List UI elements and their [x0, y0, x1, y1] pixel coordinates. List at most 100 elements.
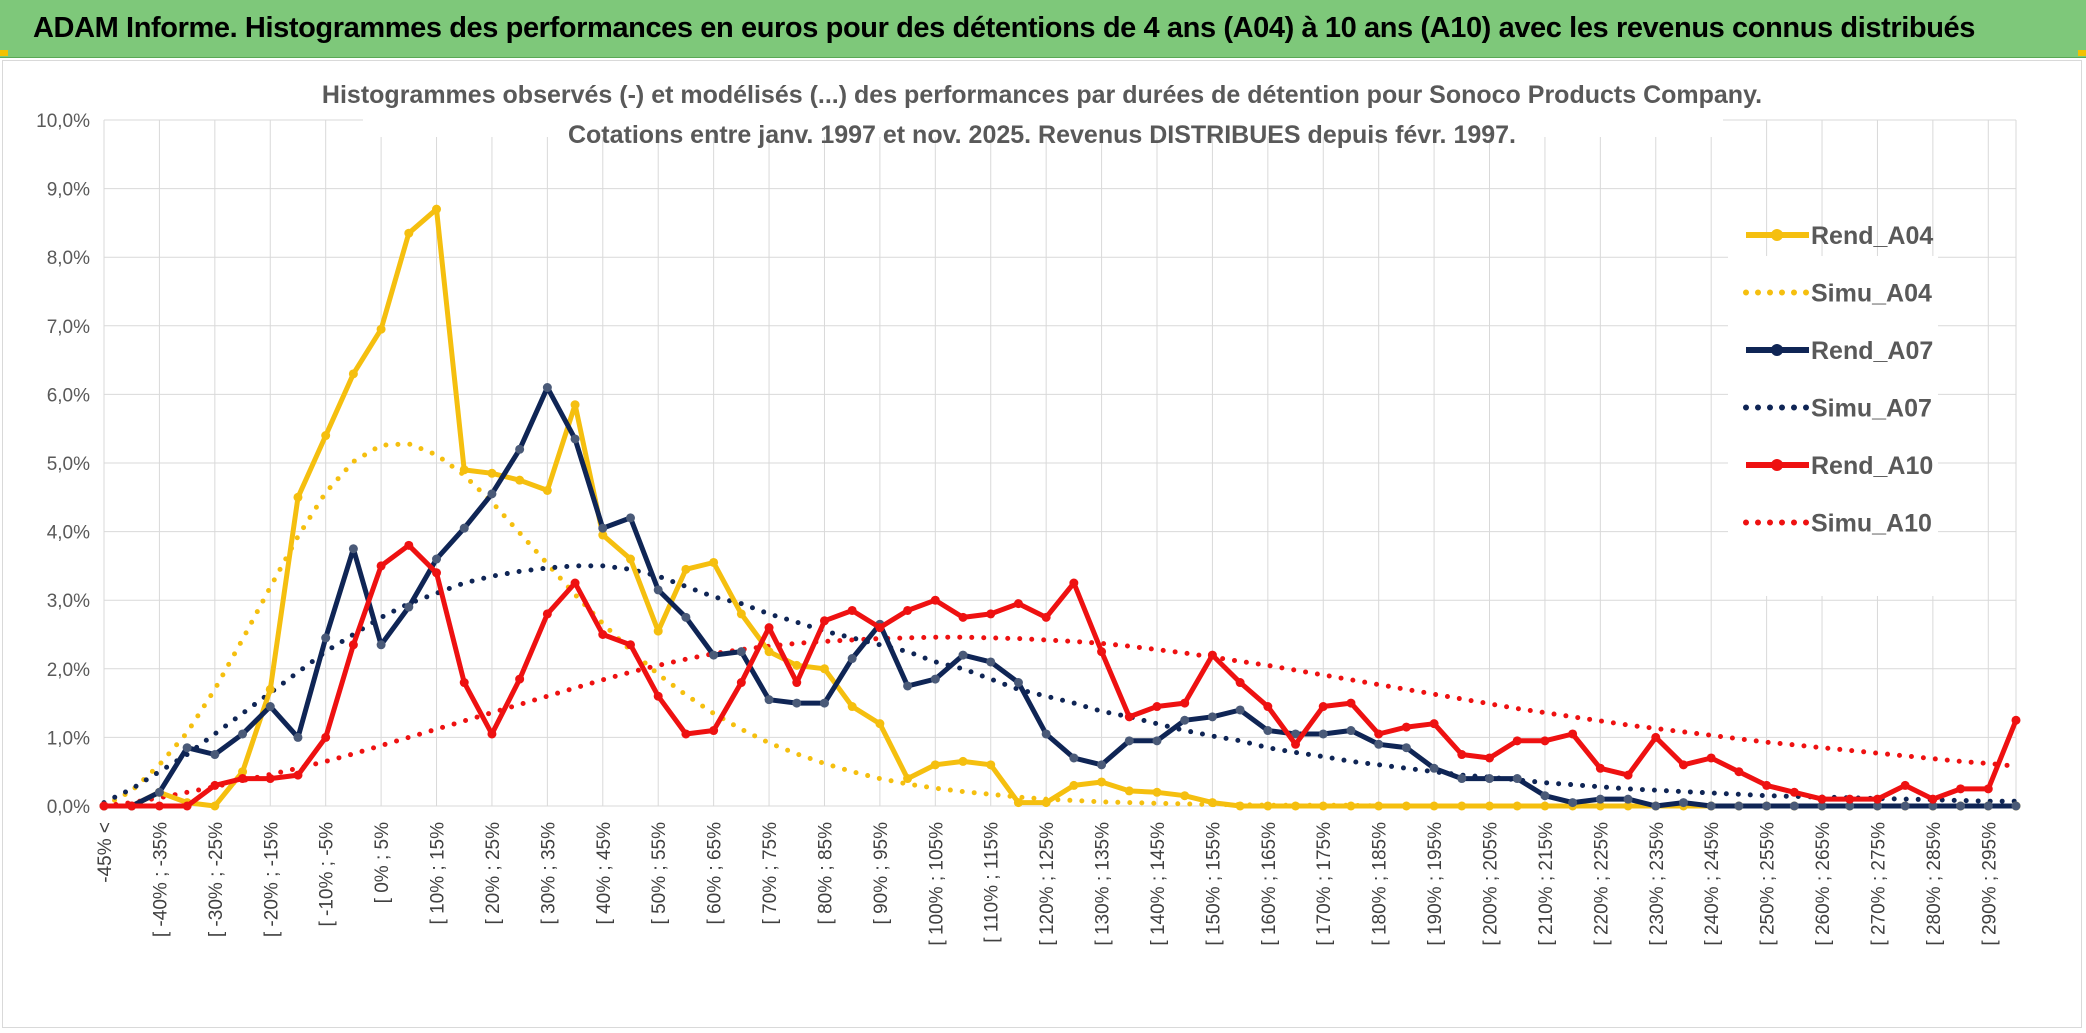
data-point: [1263, 801, 1273, 811]
data-point: [404, 540, 414, 550]
x-tick-label: [ 290% ; 295%: [1979, 822, 2000, 946]
x-tick-label: [ 230% ; 235%: [1647, 822, 1668, 946]
data-point: [1401, 801, 1411, 811]
data-point: [736, 647, 746, 657]
legend-label: Rend_A04: [1811, 222, 1933, 250]
data-point: [1263, 726, 1273, 736]
legend-entry-rend-a04: Rend_A04: [1746, 222, 1933, 250]
data-point: [847, 605, 857, 615]
data-point: [1845, 794, 1855, 804]
x-tick-label: [ 150% ; 155%: [1203, 822, 1224, 946]
legend-marker: [1771, 229, 1783, 241]
data-point: [1789, 787, 1799, 797]
data-point: [792, 698, 802, 708]
data-point: [542, 485, 552, 495]
data-point: [1623, 794, 1633, 804]
data-point: [1235, 801, 1245, 811]
x-tick-label: [ 100% ; 105%: [926, 822, 947, 946]
data-point: [1318, 729, 1328, 739]
data-point: [1374, 729, 1384, 739]
data-point: [819, 698, 829, 708]
x-tick-label: [ 120% ; 125%: [1037, 822, 1058, 946]
data-point: [432, 554, 442, 564]
data-point: [764, 647, 774, 657]
chart-area: Histogrammes observés (-) et modélisés (…: [2, 60, 2082, 1028]
data-point: [1872, 794, 1882, 804]
data-point: [1595, 763, 1605, 773]
data-point: [1983, 801, 1993, 811]
data-point: [1041, 612, 1051, 622]
data-point: [348, 640, 358, 650]
data-point: [958, 756, 968, 766]
x-tick-label: [ 110% ; 115%: [982, 822, 1003, 943]
data-point: [127, 801, 137, 811]
data-point: [515, 475, 525, 485]
x-tick-label: [ 80% ; 85%: [815, 822, 836, 925]
data-point: [1346, 726, 1356, 736]
data-point: [1900, 801, 1910, 811]
data-point: [1069, 578, 1079, 588]
y-tick-label: 0,0%: [47, 797, 90, 818]
data-point: [238, 767, 248, 777]
data-point: [598, 530, 608, 540]
x-tick-label: [ 0% ; 5%: [372, 822, 393, 903]
data-point: [210, 801, 220, 811]
data-point: [1956, 784, 1966, 794]
line-chart: Histogrammes observés (-) et modélisés (…: [36, 75, 2021, 946]
data-point: [1540, 801, 1550, 811]
data-point: [1069, 780, 1079, 790]
data-point: [1845, 801, 1855, 811]
data-point: [1623, 770, 1633, 780]
data-point: [570, 400, 580, 410]
y-tick-label: 2,0%: [47, 660, 90, 681]
data-point: [1291, 801, 1301, 811]
data-point: [1124, 712, 1134, 722]
data-point: [625, 554, 635, 564]
data-point: [1956, 801, 1966, 811]
data-point: [542, 609, 552, 619]
data-point: [154, 801, 164, 811]
x-tick-label: [ 210% ; 215%: [1536, 822, 1557, 946]
data-point: [930, 595, 940, 605]
data-point: [321, 431, 331, 441]
x-tick-label: [ 60% ; 65%: [705, 822, 726, 925]
data-point: [1429, 719, 1439, 729]
y-axis-ticks: 0,0% 1,0% 2,0% 3,0% 4,0% 5,0% 6,0% 7,0% 8,0% 9,0%…: [36, 111, 90, 818]
data-point: [1900, 780, 1910, 790]
data-point: [1734, 801, 1744, 811]
data-point: [515, 674, 525, 684]
data-point: [404, 228, 414, 238]
report-title: ADAM Informe. Histogrammes des performan…: [33, 12, 1975, 44]
data-point: [1401, 722, 1411, 732]
data-point: [1374, 801, 1384, 811]
data-point: [1180, 791, 1190, 801]
chart-title: Histogrammes observés (-) et modélisés (…: [322, 81, 1762, 109]
data-point: [1069, 753, 1079, 763]
data-point: [681, 612, 691, 622]
legend-entry-rend-a10: Rend_A10: [1746, 452, 1933, 480]
corner-mark-right: [2078, 50, 2086, 56]
data-point: [238, 729, 248, 739]
x-tick-label: [ 140% ; 145%: [1148, 822, 1169, 946]
data-point: [293, 732, 303, 742]
data-point: [986, 609, 996, 619]
data-point: [1207, 712, 1217, 722]
data-point: [210, 780, 220, 790]
data-point: [1568, 729, 1578, 739]
data-point: [681, 564, 691, 574]
x-tick-label: [ 170% ; 175%: [1314, 822, 1335, 946]
legend-entry-simu-a10: Simu_A10: [1743, 510, 1932, 538]
data-point: [459, 465, 469, 475]
data-point: [736, 609, 746, 619]
legend-entry-simu-a04: Simu_A04: [1743, 280, 1932, 308]
data-point: [1540, 736, 1550, 746]
x-tick-label: [ 160% ; 165%: [1259, 822, 1280, 946]
data-point: [376, 561, 386, 571]
data-point: [293, 492, 303, 502]
data-point: [182, 801, 192, 811]
data-point: [1097, 647, 1107, 657]
data-point: [792, 660, 802, 670]
data-point: [1817, 801, 1827, 811]
x-tick-label: [ 30% ; 35%: [538, 822, 559, 925]
data-point: [487, 489, 497, 499]
